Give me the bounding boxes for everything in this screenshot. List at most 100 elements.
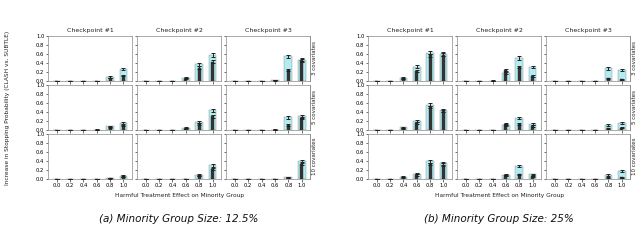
Bar	[122, 125, 125, 130]
Bar	[109, 78, 111, 81]
Bar	[209, 165, 216, 179]
Bar	[442, 164, 445, 179]
Bar	[618, 70, 625, 81]
Bar	[120, 176, 127, 179]
Bar	[285, 117, 292, 130]
Bar	[426, 161, 434, 179]
Text: (a) Minority Group Size: 12.5%: (a) Minority Group Size: 12.5%	[99, 214, 259, 224]
Bar	[122, 76, 125, 81]
Bar	[529, 124, 536, 130]
Text: Increase in Stopping Probability (CLASH vs. SUBTLE): Increase in Stopping Probability (CLASH …	[5, 30, 10, 185]
Bar	[198, 176, 201, 179]
Bar	[529, 174, 536, 179]
Bar	[531, 76, 534, 81]
Bar	[195, 122, 203, 130]
Bar	[209, 55, 216, 81]
Y-axis label: 3 covariates: 3 covariates	[312, 42, 317, 76]
Bar	[413, 173, 420, 179]
Bar	[300, 118, 303, 130]
Bar	[287, 178, 290, 179]
Y-axis label: 5 covariates: 5 covariates	[632, 90, 637, 125]
Bar	[184, 129, 188, 130]
Bar	[531, 176, 534, 179]
Bar	[413, 67, 420, 81]
Title: Checkpoint #3: Checkpoint #3	[565, 28, 612, 33]
Bar	[429, 107, 431, 130]
Bar	[515, 118, 523, 130]
Bar	[529, 67, 536, 81]
Bar	[605, 68, 612, 81]
Title: Checkpoint #2: Checkpoint #2	[156, 28, 203, 33]
Bar	[211, 169, 214, 179]
Bar	[504, 124, 508, 130]
Bar	[300, 164, 303, 179]
Bar	[285, 56, 292, 81]
Bar	[109, 178, 111, 179]
Bar	[620, 79, 623, 81]
Bar	[504, 175, 508, 179]
Bar	[195, 64, 203, 81]
Bar	[618, 123, 625, 130]
Bar	[607, 128, 610, 130]
Bar	[211, 62, 214, 81]
Bar	[442, 111, 445, 130]
Y-axis label: 10 covariates: 10 covariates	[632, 138, 637, 175]
Bar	[426, 53, 434, 81]
Bar	[607, 78, 610, 81]
Bar	[300, 60, 303, 81]
Bar	[399, 177, 407, 179]
Bar	[429, 164, 431, 179]
Bar	[106, 178, 114, 179]
Bar	[618, 171, 625, 179]
Bar	[402, 79, 405, 81]
Bar	[620, 177, 623, 179]
Bar	[518, 174, 521, 179]
Text: (b) Minority Group Size: 25%: (b) Minority Group Size: 25%	[424, 214, 574, 224]
Bar	[442, 55, 445, 81]
Bar	[518, 124, 521, 130]
Bar	[120, 69, 127, 81]
Bar	[287, 70, 290, 81]
Bar	[106, 126, 114, 130]
Bar	[182, 128, 189, 130]
Title: Checkpoint #2: Checkpoint #2	[476, 28, 523, 33]
Y-axis label: 10 covariates: 10 covariates	[312, 138, 317, 175]
Bar	[413, 121, 420, 130]
Bar	[182, 78, 189, 81]
Bar	[415, 71, 419, 81]
Bar	[440, 54, 447, 81]
Bar	[198, 67, 201, 81]
Title: Checkpoint #1: Checkpoint #1	[387, 28, 433, 33]
Text: Harmful Treatment Effect on Minority Group: Harmful Treatment Effect on Minority Gro…	[115, 192, 244, 198]
Bar	[399, 78, 407, 81]
Bar	[402, 178, 405, 179]
Bar	[399, 127, 407, 130]
Bar	[531, 126, 534, 130]
Bar	[122, 177, 125, 179]
Bar	[502, 125, 509, 130]
Bar	[271, 80, 279, 81]
Bar	[287, 125, 290, 130]
Bar	[440, 110, 447, 130]
Bar	[298, 60, 305, 81]
Bar	[109, 128, 111, 130]
Bar	[298, 116, 305, 130]
Bar	[415, 123, 419, 130]
Bar	[120, 123, 127, 130]
Bar	[402, 128, 405, 130]
Y-axis label: 5 covariates: 5 covariates	[312, 90, 317, 125]
Bar	[184, 79, 188, 81]
Y-axis label: 3 covariates: 3 covariates	[632, 42, 637, 76]
Bar	[620, 128, 623, 130]
Bar	[502, 175, 509, 179]
Bar	[605, 175, 612, 179]
Bar	[605, 125, 612, 130]
Bar	[502, 73, 509, 81]
Bar	[209, 110, 216, 130]
Text: Harmful Treatment Effect on Minority Group: Harmful Treatment Effect on Minority Gro…	[435, 192, 564, 198]
Bar	[198, 124, 201, 130]
Bar	[415, 175, 419, 179]
Bar	[440, 163, 447, 179]
Bar	[515, 58, 523, 81]
Bar	[285, 177, 292, 179]
